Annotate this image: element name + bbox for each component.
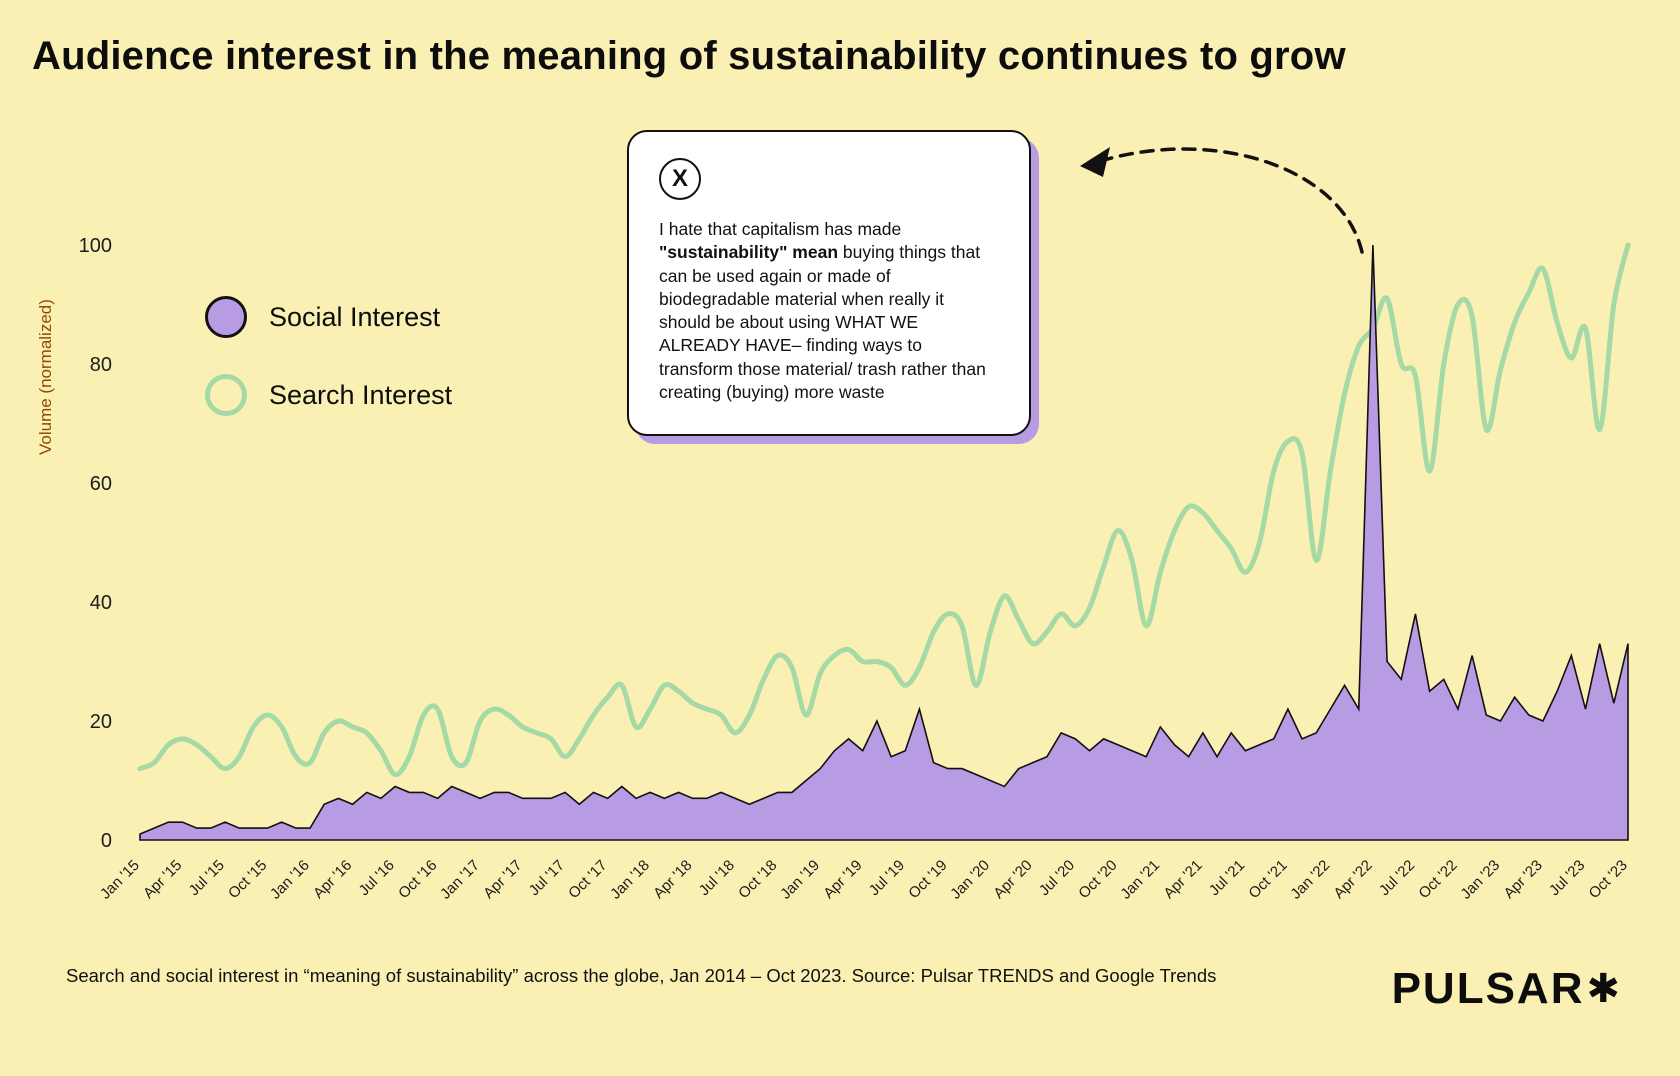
tweet-text: I hate that capitalism has made "sustain… bbox=[659, 218, 999, 404]
x-tick-label: Jul '23 bbox=[1546, 857, 1588, 899]
x-tick-label: Jan '19 bbox=[777, 857, 823, 900]
x-tick-label: Oct '16 bbox=[395, 857, 440, 900]
legend-label: Social Interest bbox=[269, 301, 441, 332]
x-tick-label: Jan '23 bbox=[1457, 857, 1503, 900]
tweet-text-post: buying things that can be used again or … bbox=[659, 242, 986, 402]
x-tick-label: Jan '15 bbox=[97, 857, 143, 900]
y-tick-label: 0 bbox=[101, 830, 112, 852]
y-tick-label: 20 bbox=[90, 711, 112, 733]
pulsar-asterisk-icon: ✱ bbox=[1586, 967, 1622, 1011]
x-tick-label: Apr '17 bbox=[480, 857, 525, 900]
page-title: Audience interest in the meaning of sust… bbox=[32, 34, 1346, 78]
x-tick-label: Jan '22 bbox=[1287, 857, 1333, 900]
x-tick-label: Jul '18 bbox=[696, 857, 738, 899]
x-tick-label: Apr '19 bbox=[820, 857, 865, 900]
tweet-text-bold: "sustainability" mean bbox=[659, 242, 839, 263]
pulsar-logo: PULSAR ✱ bbox=[1392, 964, 1622, 1014]
x-tick-label: Oct '18 bbox=[735, 857, 780, 900]
x-tick-label: Oct '17 bbox=[565, 857, 610, 900]
x-tick-label: Jul '16 bbox=[356, 857, 398, 899]
x-tick-label: Jan '16 bbox=[267, 857, 313, 900]
tweet-text-pre: I hate that capitalism has made bbox=[659, 219, 902, 239]
x-tick-label: Oct '19 bbox=[905, 857, 950, 900]
x-tick-label: Oct '21 bbox=[1245, 857, 1290, 900]
x-tick-label: Oct '20 bbox=[1075, 857, 1120, 900]
y-tick-label: 60 bbox=[90, 473, 112, 495]
x-tick-label: Jan '20 bbox=[947, 857, 993, 900]
y-tick-label: 40 bbox=[90, 592, 112, 614]
source-caption: Search and social interest in “meaning o… bbox=[66, 965, 1217, 986]
x-tick-label: Apr '20 bbox=[990, 857, 1035, 900]
pulsar-logo-text: PULSAR bbox=[1391, 964, 1585, 1013]
x-tick-label: Jul '17 bbox=[526, 857, 568, 899]
x-tick-label: Jan '18 bbox=[607, 857, 653, 900]
legend-label: Search Interest bbox=[269, 379, 453, 410]
x-tick-label: Oct '23 bbox=[1586, 857, 1631, 900]
y-axis-label: Volume (normalized) bbox=[36, 299, 55, 455]
y-tick-label: 100 bbox=[79, 235, 112, 257]
search-interest-line bbox=[137, 242, 1631, 778]
x-tick-label: Apr '21 bbox=[1160, 857, 1205, 900]
x-twitter-logo-icon: X bbox=[659, 158, 701, 200]
chart-legend: Social Interest Search Interest bbox=[205, 296, 452, 452]
x-tick-label: Jul '22 bbox=[1376, 857, 1418, 899]
x-tick-label: Jul '21 bbox=[1206, 857, 1248, 899]
legend-item-social: Social Interest bbox=[205, 296, 452, 338]
x-tick-label: Apr '16 bbox=[310, 857, 355, 900]
x-tick-label: Apr '18 bbox=[650, 857, 695, 900]
tweet-annotation-card: X I hate that capitalism has made "susta… bbox=[627, 130, 1031, 437]
x-tick-label: Oct '15 bbox=[225, 857, 270, 900]
x-tick-label: Jul '20 bbox=[1036, 857, 1078, 899]
x-tick-label: Apr '23 bbox=[1501, 857, 1546, 900]
x-tick-label: Jan '17 bbox=[437, 857, 483, 900]
x-tick-label: Apr '15 bbox=[140, 857, 185, 900]
x-tick-label: Jan '21 bbox=[1117, 857, 1163, 900]
x-tick-label: Jul '15 bbox=[186, 857, 228, 899]
x-tick-label: Oct '22 bbox=[1415, 857, 1460, 900]
x-tick-label: Apr '22 bbox=[1330, 857, 1375, 900]
social-interest-swatch-icon bbox=[205, 296, 247, 338]
y-tick-label: 80 bbox=[90, 354, 112, 376]
search-interest-swatch-icon bbox=[205, 374, 247, 416]
social-interest-area bbox=[139, 244, 1629, 841]
legend-item-search: Search Interest bbox=[205, 374, 452, 416]
x-tick-label: Jul '19 bbox=[866, 857, 908, 899]
